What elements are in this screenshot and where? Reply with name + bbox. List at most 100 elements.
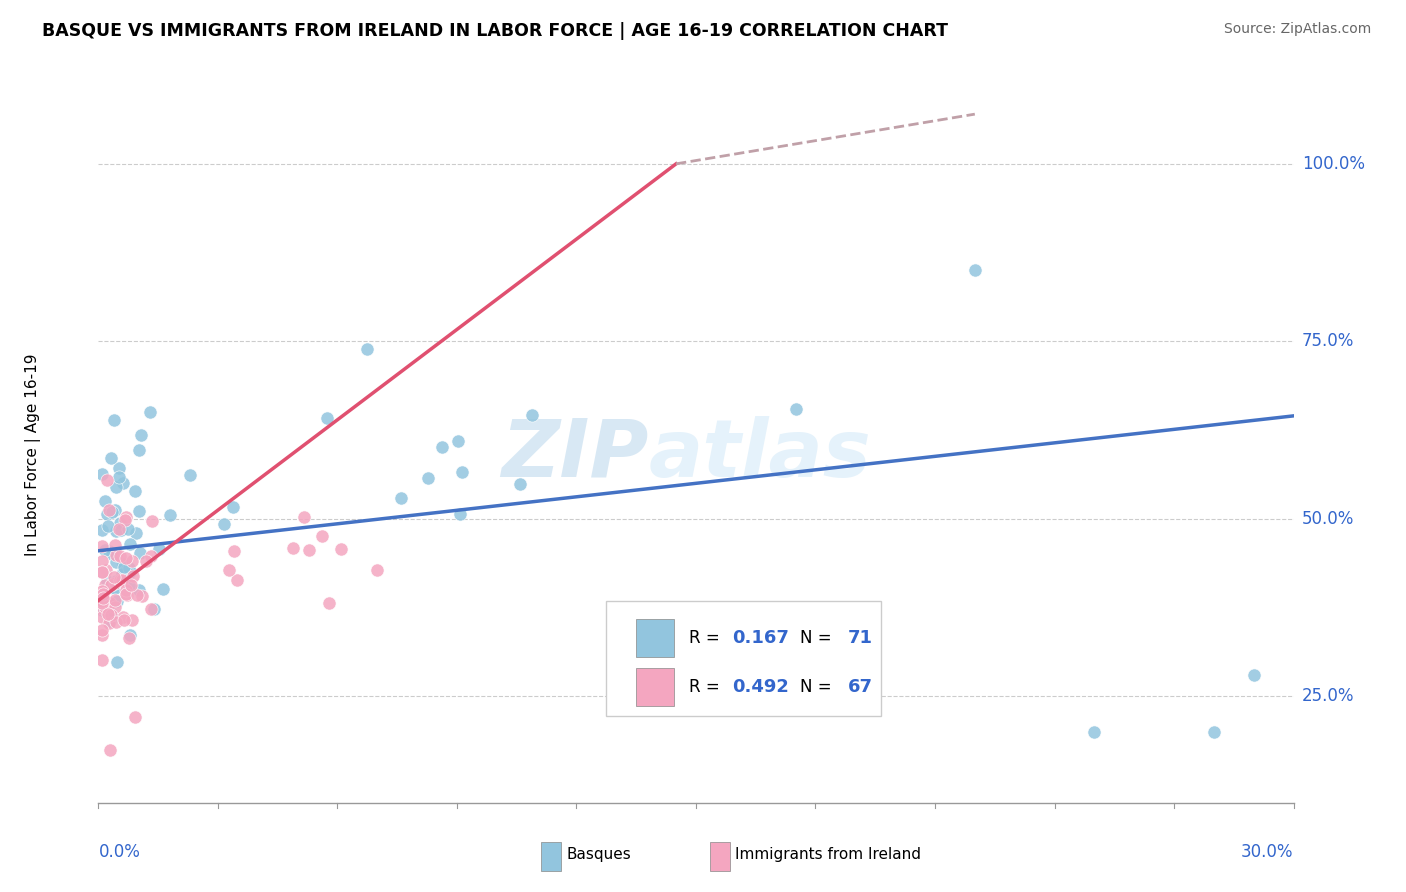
Point	[218, 563, 240, 577]
Point	[120, 537, 142, 551]
Point	[98, 502, 121, 516]
Point	[139, 549, 162, 563]
Point	[139, 405, 162, 419]
Point	[143, 601, 166, 615]
FancyBboxPatch shape	[606, 601, 882, 715]
Text: ZIP: ZIP	[501, 416, 648, 494]
Point	[356, 342, 378, 356]
Point	[118, 627, 141, 641]
Point	[91, 523, 114, 537]
Point	[98, 596, 121, 610]
Text: BASQUE VS IMMIGRANTS FROM IRELAND IN LABOR FORCE | AGE 16-19 CORRELATION CHART: BASQUE VS IMMIGRANTS FROM IRELAND IN LAB…	[42, 22, 948, 40]
Point	[111, 557, 134, 571]
Point	[112, 567, 135, 582]
Point	[509, 477, 531, 491]
Point	[449, 507, 471, 521]
Point	[298, 542, 321, 557]
Point	[91, 584, 114, 599]
Point	[115, 583, 138, 598]
Point	[963, 263, 986, 277]
Point	[104, 599, 127, 614]
Point	[91, 590, 114, 604]
Point	[96, 474, 118, 488]
Point	[148, 541, 170, 556]
Point	[108, 470, 131, 484]
Point	[108, 461, 131, 475]
Point	[91, 467, 114, 481]
Point	[91, 587, 114, 601]
Point	[117, 588, 139, 602]
Text: 25.0%: 25.0%	[1302, 688, 1354, 706]
Point	[105, 655, 128, 669]
Point	[447, 434, 470, 449]
Text: Immigrants from Ireland: Immigrants from Ireland	[735, 847, 921, 862]
Point	[115, 587, 138, 601]
Point	[785, 401, 807, 416]
Text: 30.0%: 30.0%	[1241, 843, 1294, 861]
Point	[121, 613, 143, 627]
Text: 75.0%: 75.0%	[1302, 333, 1354, 351]
Point	[100, 606, 122, 620]
FancyBboxPatch shape	[636, 667, 675, 706]
Point	[311, 529, 333, 543]
Point	[1083, 724, 1105, 739]
Point	[131, 589, 153, 603]
Point	[105, 555, 128, 569]
Point	[520, 408, 543, 422]
Point	[117, 522, 139, 536]
Point	[97, 616, 120, 631]
Point	[120, 578, 142, 592]
Point	[283, 541, 305, 555]
Point	[118, 561, 141, 575]
Point	[98, 544, 121, 558]
Point	[104, 615, 127, 629]
Point	[214, 516, 236, 531]
Point	[111, 475, 134, 490]
Point	[107, 522, 129, 536]
Point	[94, 600, 117, 615]
Point	[91, 554, 114, 568]
Text: R =: R =	[689, 678, 725, 696]
Point	[389, 491, 412, 505]
Point	[108, 573, 131, 587]
Point	[318, 596, 340, 610]
Point	[117, 578, 139, 592]
Point	[129, 546, 152, 560]
Point	[100, 578, 122, 592]
Point	[96, 507, 118, 521]
Point	[121, 569, 143, 583]
Point	[101, 547, 124, 561]
Text: Source: ZipAtlas.com: Source: ZipAtlas.com	[1223, 22, 1371, 37]
Text: 0.167: 0.167	[733, 629, 789, 648]
Point	[104, 575, 127, 590]
Point	[121, 554, 143, 568]
Point	[152, 582, 174, 597]
Point	[91, 623, 114, 637]
Point	[329, 541, 352, 556]
Point	[124, 483, 146, 498]
Point	[451, 466, 474, 480]
Point	[104, 524, 127, 539]
Point	[222, 500, 245, 515]
Point	[91, 603, 114, 617]
Point	[103, 570, 125, 584]
Point	[96, 574, 118, 589]
Point	[135, 554, 157, 568]
Point	[98, 579, 121, 593]
Point	[94, 493, 117, 508]
Point	[101, 505, 124, 519]
Text: 67: 67	[848, 678, 873, 696]
Point	[105, 480, 128, 494]
Text: 0.0%: 0.0%	[98, 843, 141, 861]
Text: R =: R =	[689, 629, 725, 648]
Point	[111, 573, 134, 587]
Point	[91, 628, 114, 642]
Text: 100.0%: 100.0%	[1302, 155, 1365, 173]
Point	[226, 573, 249, 587]
Point	[108, 516, 131, 530]
Point	[110, 549, 132, 563]
Point	[91, 565, 114, 579]
Point	[139, 602, 162, 616]
Point	[91, 565, 114, 579]
Point	[94, 577, 117, 591]
